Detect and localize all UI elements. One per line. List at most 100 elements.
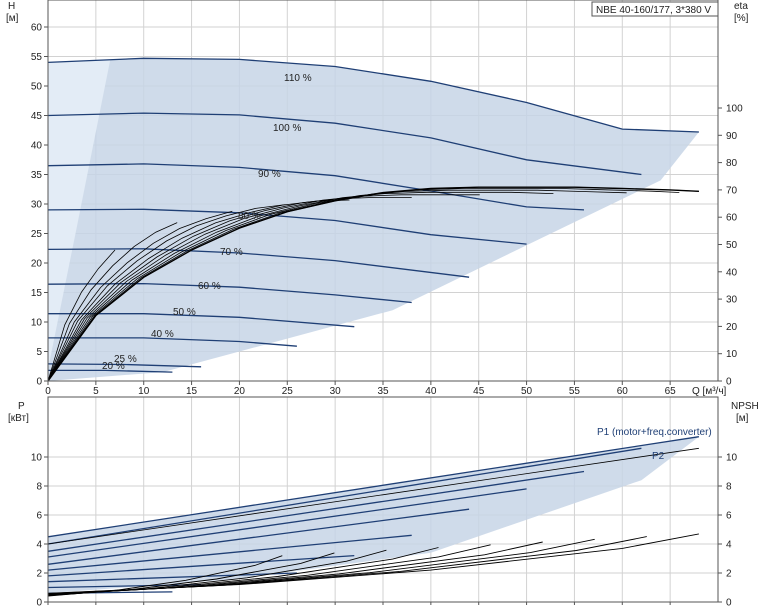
y-left-tick-label: 10 [31, 318, 43, 329]
y-left-tick-label: 6 [36, 511, 42, 522]
power-npsh-plot: 0 2 4 6 8 10 0 2 4 6 8 10 [31, 396, 738, 609]
chart-title: NBE 40-160/177, 3*380 V [596, 5, 711, 16]
y-right-tick-label: 30 [726, 295, 738, 306]
p1-label: P1 (motor+freq.converter) [597, 427, 712, 438]
y-right-tick-label: 6 [726, 511, 732, 522]
efficiency-curve [47, 249, 116, 382]
x-tick-label: 0 [45, 386, 51, 397]
y-right-unit-bottom: [м] [736, 413, 749, 424]
y-left-tick-label: 4 [36, 540, 42, 551]
y-left-tick-label: 20 [31, 259, 43, 270]
y-right-tick-label: 80 [726, 158, 738, 169]
speed-label: 50 % [173, 307, 196, 318]
x-tick-label: 65 [665, 386, 677, 397]
y-right-label-top: eta [734, 1, 748, 12]
speed-label: 20 % [102, 361, 125, 372]
speed-label: 60 % [198, 281, 221, 292]
y-right-tick-label: 20 [726, 322, 738, 333]
efficiency-curve [47, 210, 233, 382]
y-left-unit-bottom: [кВт] [8, 413, 29, 424]
efficiency-curve [47, 222, 178, 382]
power-curve [47, 583, 202, 589]
speed-label: 110 % [284, 73, 312, 84]
p2-label: P2 [652, 451, 665, 462]
speed-label: 100 % [273, 123, 301, 134]
power-curve [47, 470, 585, 552]
x-tick-label: 25 [282, 386, 294, 397]
y-left-tick-label: 40 [31, 141, 43, 152]
y-right-tick-label: 8 [726, 482, 732, 493]
speed-label: 25 % [114, 354, 137, 365]
y-left-tick-label: 45 [31, 111, 43, 122]
y-left-tick-label: 50 [31, 82, 43, 93]
speed-curve-70 [47, 248, 470, 278]
speed-label: 70 % [220, 247, 243, 258]
y-left-tick-label: 0 [36, 377, 42, 388]
x-axis-label: Q [м³/ч] [692, 386, 727, 397]
power-curve [47, 508, 470, 565]
speed-curve-20 [48, 369, 173, 373]
efficiency-curve-main [47, 186, 699, 382]
y-left-tick-label: 35 [31, 170, 43, 181]
speed-curve-90 [47, 163, 585, 211]
x-tick-label: 20 [234, 386, 246, 397]
head-efficiency-plot: 110 %100 %90 %80 %70 %60 %50 %40 %25 %20… [31, 0, 743, 397]
power-curve [47, 572, 297, 583]
x-tick-label: 40 [425, 386, 437, 397]
y-right-tick-label: 10 [726, 349, 738, 360]
operating-range-band [48, 58, 699, 382]
y-right-tick-label: 100 [726, 104, 743, 115]
y-left-tick-label: 30 [31, 200, 43, 211]
y-right-tick-label: 0 [726, 377, 732, 388]
y-left-tick-label: 55 [31, 52, 43, 63]
efficiency-curve [47, 204, 286, 382]
speed-label: 80 % [238, 211, 261, 222]
speed-label: 90 % [258, 169, 281, 180]
speed-curve-100 [47, 112, 642, 176]
speed-curve-80 [47, 208, 527, 245]
y-right-tick-label: 0 [726, 598, 732, 609]
efficiency-curve [47, 191, 554, 382]
power-curve [47, 436, 699, 538]
y-left-tick-label: 0 [36, 598, 42, 609]
efficiency-curve [47, 189, 627, 382]
x-tick-label: 30 [330, 386, 342, 397]
y-left-tick-label: 15 [31, 288, 43, 299]
x-tick-label: 10 [138, 386, 150, 397]
x-tick-label: 45 [473, 386, 485, 397]
p2-curve [47, 447, 699, 545]
speed-label: 40 % [151, 329, 174, 340]
y-right-tick-label: 4 [726, 540, 732, 551]
speed-curve-25 [47, 363, 202, 368]
y-left-label-bottom: P [18, 401, 25, 412]
x-tick-label: 50 [521, 386, 533, 397]
power-curve [47, 447, 642, 545]
y-right-tick-label: 10 [726, 453, 738, 464]
npsh-curve [47, 555, 283, 597]
title-box [591, 1, 719, 17]
y-left-tick-label: 10 [31, 453, 43, 464]
speed-curve-60 [47, 282, 412, 304]
y-right-tick-label: 70 [726, 185, 738, 196]
y-right-tick-label: 50 [726, 240, 738, 251]
power-curve [47, 554, 355, 577]
y-left-unit-top: [м] [6, 13, 19, 24]
x-tick-label: 15 [186, 386, 198, 397]
x-tick-label: 5 [93, 386, 99, 397]
speed-curve-40 [48, 337, 297, 347]
y-right-tick-label: 90 [726, 131, 738, 142]
y-left-tick-label: 2 [36, 569, 42, 580]
x-tick-label: 35 [377, 386, 389, 397]
low-flow-band [48, 60, 111, 370]
y-left-tick-label: 5 [36, 347, 42, 358]
y-right-unit-top: [%] [734, 13, 749, 24]
y-left-tick-label: 60 [31, 23, 43, 34]
y-right-label-bottom: NPSH [731, 401, 759, 412]
speed-curve-110 [47, 57, 699, 133]
power-curve [47, 534, 412, 571]
x-tick-label: 55 [569, 386, 581, 397]
y-left-label-top: H [8, 1, 15, 12]
x-tick-label: 60 [617, 386, 629, 397]
y-right-tick-label: 60 [726, 213, 738, 224]
y-right-tick-label: 40 [726, 267, 738, 278]
